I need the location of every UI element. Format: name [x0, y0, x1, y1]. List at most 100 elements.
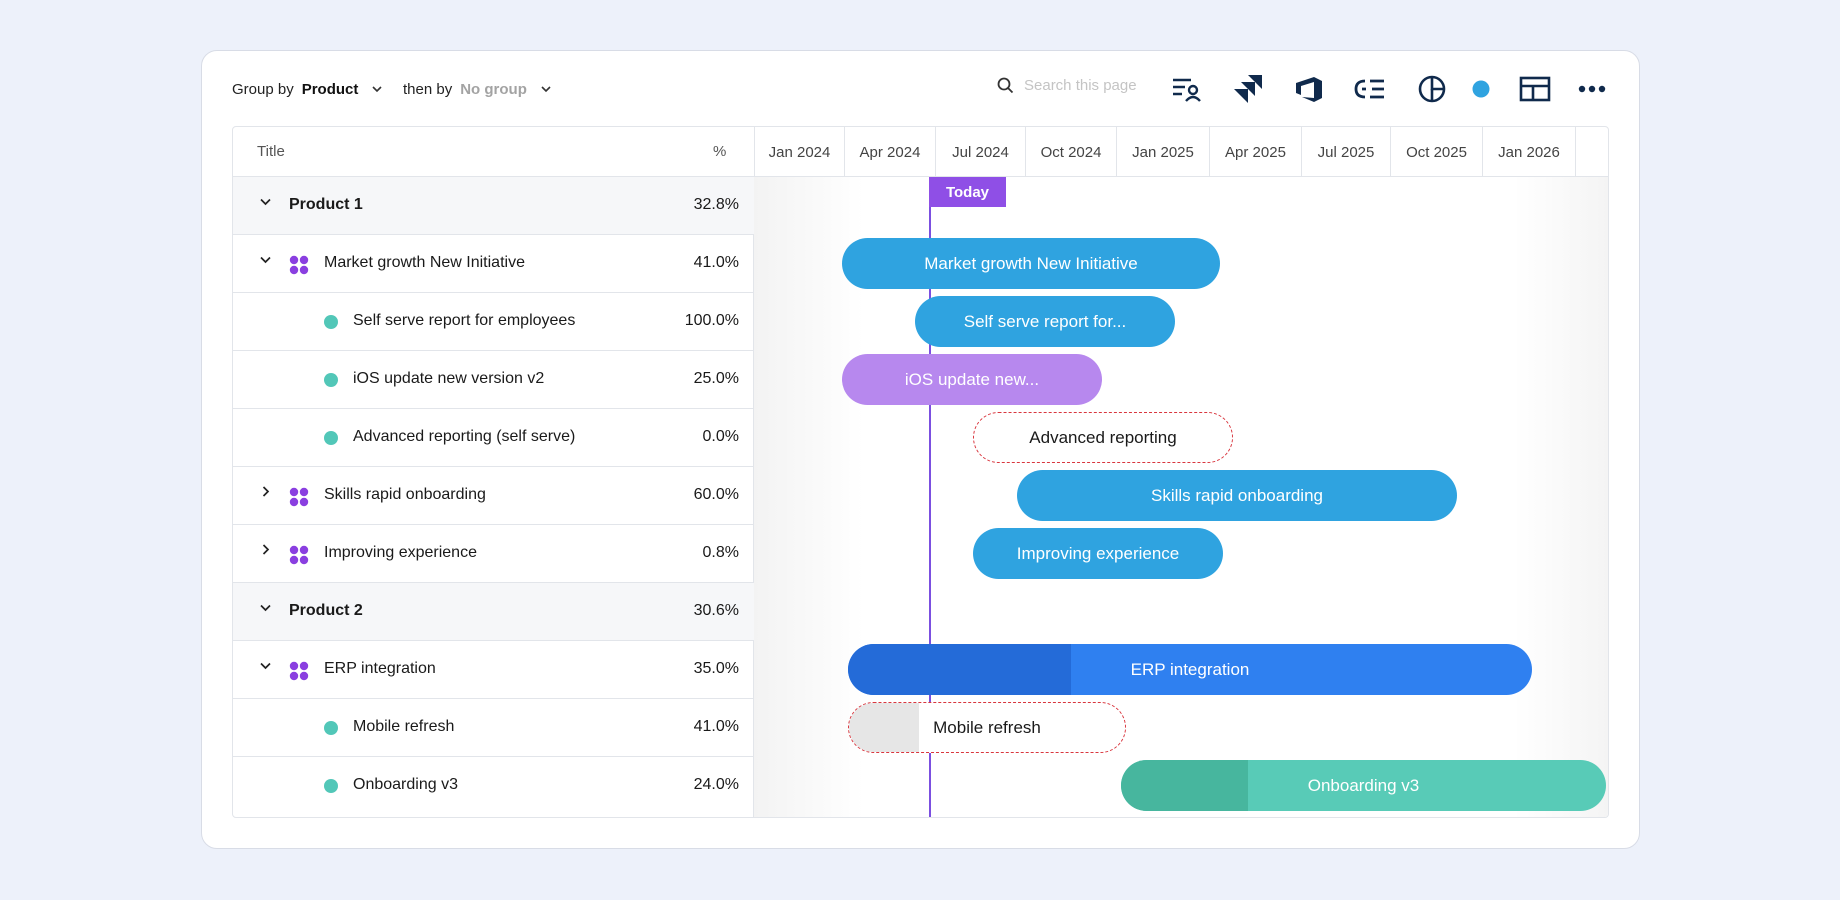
gantt-bar[interactable]: ERP integration: [848, 644, 1532, 695]
row-percent: 30.6%: [693, 602, 739, 619]
feature-dot-icon: [324, 779, 338, 793]
gantt-bar[interactable]: Improving experience: [973, 528, 1223, 579]
bar-label: Self serve report for...: [963, 311, 1127, 331]
row-percent: 41.0%: [693, 254, 739, 271]
azure-devops-icon[interactable]: [1292, 72, 1326, 106]
feature-dot-icon: [324, 315, 338, 329]
table-row[interactable]: Advanced reporting (self serve) 0.0%: [233, 409, 754, 467]
more-options-icon[interactable]: [1575, 72, 1609, 106]
gantt-bar[interactable]: Skills rapid onboarding: [1017, 470, 1457, 521]
initiative-icon: [289, 255, 309, 275]
group-by-select[interactable]: Group by Product: [232, 81, 382, 98]
search-icon: [997, 77, 1014, 94]
chevron-down-icon[interactable]: [260, 662, 271, 670]
month-header: Jul 2025: [1301, 127, 1390, 177]
group-by-value: Product: [301, 81, 359, 98]
month-header: Jan 2026: [1482, 127, 1575, 177]
row-title: Skills rapid onboarding: [324, 486, 486, 503]
initiative-icon: [289, 487, 309, 507]
row-title: Market growth New Initiative: [324, 254, 525, 271]
chevron-down-icon[interactable]: [260, 256, 271, 264]
feature-dot-icon: [324, 721, 338, 735]
chevron-down-icon[interactable]: [260, 604, 271, 612]
group-row-product-2[interactable]: Product 2 30.6%: [233, 583, 754, 641]
month-header: Jan 2024: [754, 127, 844, 177]
group-by-label: Group by: [232, 81, 294, 98]
table-row[interactable]: Improving experience 0.8%: [233, 525, 754, 583]
today-marker-line: [929, 177, 931, 817]
row-title: Improving experience: [324, 544, 477, 561]
bar-label: Skills rapid onboarding: [1151, 485, 1323, 505]
table-row[interactable]: ERP integration 35.0%: [233, 641, 754, 699]
group-row-product-1[interactable]: Product 1 32.8%: [233, 177, 754, 235]
row-title: Onboarding v3: [353, 776, 458, 793]
table-row[interactable]: iOS update new version v2 25.0%: [233, 351, 754, 409]
month-header: Apr 2025: [1209, 127, 1301, 177]
table-row[interactable]: Market growth New Initiative 41.0%: [233, 235, 754, 293]
month-header: Oct 2024: [1025, 127, 1116, 177]
month-header: Apr 2024: [844, 127, 935, 177]
bar-label: Improving experience: [1016, 543, 1180, 563]
list-link-icon[interactable]: [1352, 72, 1386, 106]
row-title: ERP integration: [324, 660, 436, 677]
column-percent-header: %: [713, 143, 727, 160]
table-row[interactable]: Mobile refresh 41.0%: [233, 699, 754, 757]
chevron-right-icon[interactable]: [262, 486, 270, 497]
gantt-bar[interactable]: Mobile refresh: [848, 702, 1126, 753]
month-header: Jan 2025: [1116, 127, 1209, 177]
bar-label: Onboarding v3: [1307, 775, 1420, 795]
column-title-header: Title: [257, 143, 285, 160]
gantt-timeline: Today Market growth New Initiative Self …: [754, 177, 1608, 817]
row-title: Mobile refresh: [353, 718, 455, 735]
then-by-select[interactable]: then by No group: [403, 81, 551, 98]
bar-label: Advanced reporting: [1029, 427, 1177, 447]
chevron-down-icon: [372, 86, 382, 93]
row-percent: 35.0%: [693, 660, 739, 677]
pie-chart-icon[interactable]: [1415, 72, 1449, 106]
gantt-bar[interactable]: Self serve report for...: [915, 296, 1175, 347]
search-input[interactable]: [1024, 77, 1154, 94]
today-marker: Today: [929, 177, 1006, 207]
gantt-bar[interactable]: iOS update new...: [842, 354, 1102, 405]
row-percent: 24.0%: [693, 776, 739, 793]
bar-label: Market growth New Initiative: [924, 253, 1138, 273]
bar-label: iOS update new...: [904, 369, 1040, 389]
table-row[interactable]: Skills rapid onboarding 60.0%: [233, 467, 754, 525]
search-box: [997, 77, 1154, 94]
feature-dot-icon: [324, 373, 338, 387]
gantt-bar[interactable]: Market growth New Initiative: [842, 238, 1220, 289]
then-by-label: then by: [403, 81, 453, 98]
month-header: Oct 2025: [1390, 127, 1482, 177]
row-percent: 0.8%: [702, 544, 739, 561]
table-row[interactable]: Onboarding v3 24.0%: [233, 757, 754, 815]
bar-progress: [849, 703, 919, 752]
jira-icon[interactable]: [1231, 72, 1265, 106]
list-filter-user-icon[interactable]: [1170, 72, 1204, 106]
row-title: Product 1: [289, 196, 363, 213]
feature-dot-icon: [324, 431, 338, 445]
rows-column: Product 1 32.8% Market growth New Initia…: [233, 177, 754, 817]
row-title: Self serve report for employees: [353, 312, 576, 329]
row-percent: 32.8%: [693, 196, 739, 213]
bar-progress: [848, 644, 1071, 695]
row-title: Advanced reporting (self serve): [353, 428, 576, 445]
gantt-bar[interactable]: Advanced reporting: [973, 412, 1233, 463]
table-header: Title % Jan 2024 Apr 2024 Jul 2024 Oct 2…: [233, 127, 1608, 177]
table-layout-icon[interactable]: [1518, 72, 1552, 106]
gantt-bar[interactable]: Onboarding v3: [1121, 760, 1606, 811]
then-by-value: No group: [460, 81, 527, 98]
bar-label: ERP integration: [1130, 659, 1250, 679]
row-title: iOS update new version v2: [353, 370, 545, 387]
roadmap-card: Group by Product then by No group: [201, 50, 1640, 849]
bar-progress: [1121, 760, 1248, 811]
initiative-icon: [289, 545, 309, 565]
bar-label: Mobile refresh: [933, 717, 1041, 737]
status-dot-icon[interactable]: [1464, 72, 1498, 106]
month-header-empty: [1575, 127, 1608, 177]
chevron-down-icon: [541, 86, 551, 93]
table-row[interactable]: Self serve report for employees 100.0%: [233, 293, 754, 351]
row-percent: 25.0%: [693, 370, 739, 387]
chevron-right-icon[interactable]: [262, 544, 270, 555]
initiative-icon: [289, 661, 309, 681]
chevron-down-icon[interactable]: [260, 198, 271, 206]
